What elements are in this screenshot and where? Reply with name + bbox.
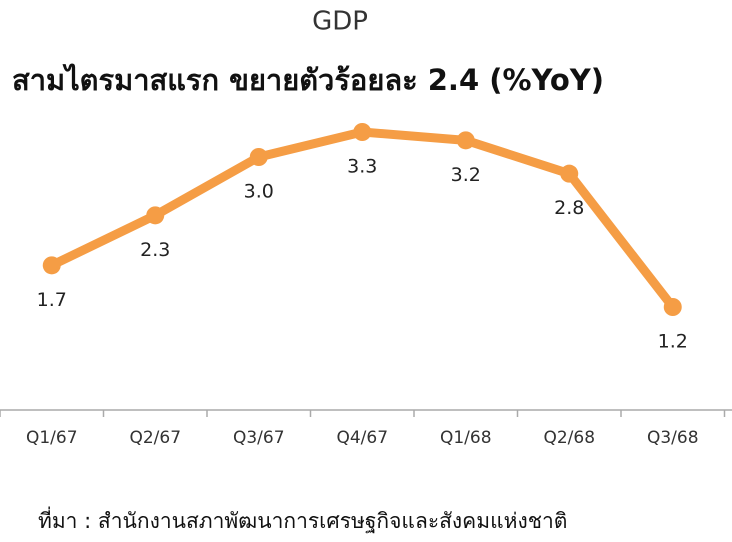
- x-tick-label: Q1/67: [26, 428, 78, 448]
- data-point: [42, 256, 61, 275]
- source-note: ที่มา : สำนักงานสภาพัฒนาการเศรษฐกิจและสั…: [38, 506, 567, 533]
- data-label: 3.3: [347, 156, 377, 178]
- data-point: [353, 123, 372, 141]
- data-point: [249, 148, 268, 166]
- chart-subtitle: สามไตรมาสแรก ขยายตัวร้อยละ 2.4 (%YoY): [12, 63, 604, 97]
- x-tick-label: Q3/67: [233, 428, 285, 448]
- data-label: 3.0: [244, 181, 274, 203]
- data-label: 2.3: [140, 239, 170, 261]
- x-tick-label: Q2/68: [543, 428, 595, 448]
- x-tick-label: Q3/68: [647, 428, 699, 448]
- chart-title: GDP: [312, 7, 368, 37]
- x-tick-label: Q2/67: [129, 428, 181, 448]
- data-point: [560, 164, 579, 183]
- data-point: [146, 206, 165, 225]
- data-label: 3.2: [451, 164, 481, 186]
- data-point: [456, 131, 475, 150]
- data-label: 1.7: [37, 289, 67, 311]
- x-tick-label: Q4/67: [336, 428, 388, 448]
- data-label: 2.8: [554, 197, 584, 219]
- x-tick-label: Q1/68: [440, 428, 492, 448]
- data-label: 1.2: [658, 331, 688, 353]
- data-point: [663, 298, 682, 316]
